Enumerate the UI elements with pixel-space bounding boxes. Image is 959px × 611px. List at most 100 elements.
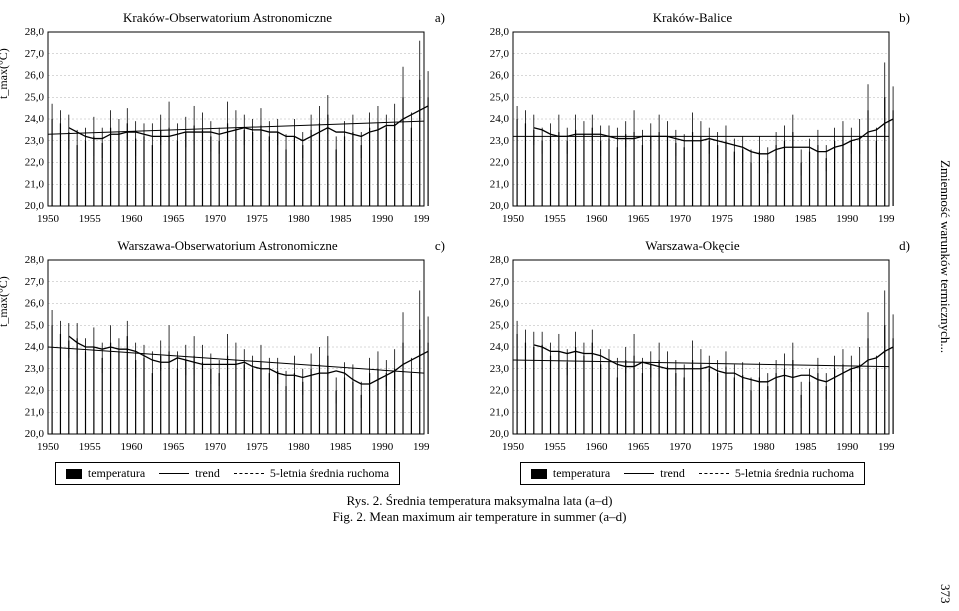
svg-text:1990: 1990 (836, 213, 859, 225)
panel-d: Warszawa-Okęcied)20,021,022,023,024,025,… (475, 238, 910, 456)
chart-b: 20,021,022,023,024,025,026,027,028,01950… (475, 28, 895, 228)
svg-text:1990: 1990 (371, 441, 394, 453)
svg-text:26,0: 26,0 (25, 70, 45, 82)
panel-letter: b) (899, 10, 910, 26)
svg-text:1985: 1985 (329, 213, 352, 225)
svg-text:1990: 1990 (836, 441, 859, 453)
svg-text:1950: 1950 (502, 441, 525, 453)
svg-text:27,0: 27,0 (490, 276, 510, 288)
svg-text:20,0: 20,0 (490, 200, 510, 212)
svg-text:1995: 1995 (413, 441, 430, 453)
panel-title: Kraków-Balice (475, 10, 910, 26)
svg-text:28,0: 28,0 (490, 28, 510, 38)
svg-text:1975: 1975 (246, 441, 269, 453)
svg-text:1950: 1950 (37, 441, 60, 453)
svg-text:28,0: 28,0 (25, 28, 45, 38)
svg-text:1955: 1955 (544, 213, 567, 225)
panel-letter: c) (435, 238, 445, 254)
svg-text:20,0: 20,0 (25, 428, 45, 440)
svg-text:24,0: 24,0 (25, 341, 45, 353)
captions: Rys. 2. Średnia temperatura maksymalna l… (10, 493, 949, 525)
svg-text:1970: 1970 (669, 441, 692, 453)
svg-text:22,0: 22,0 (25, 385, 45, 397)
svg-text:24,0: 24,0 (25, 113, 45, 125)
svg-text:22,0: 22,0 (490, 157, 510, 169)
svg-text:26,0: 26,0 (490, 70, 510, 82)
y-axis-label: t_max(°C) (0, 276, 11, 327)
panel-c: Warszawa-Obserwatorium Astronomicznec)t_… (10, 238, 445, 456)
page-number: 373 (937, 584, 953, 604)
svg-text:26,0: 26,0 (25, 298, 45, 310)
svg-text:1970: 1970 (669, 213, 692, 225)
svg-text:27,0: 27,0 (490, 48, 510, 60)
svg-text:23,0: 23,0 (25, 363, 45, 375)
svg-text:1965: 1965 (627, 441, 650, 453)
svg-text:1995: 1995 (878, 441, 895, 453)
svg-text:21,0: 21,0 (490, 178, 510, 190)
svg-text:28,0: 28,0 (490, 256, 510, 266)
panel-letter: d) (899, 238, 910, 254)
caption-pl: Rys. 2. Średnia temperatura maksymalna l… (10, 493, 949, 509)
svg-text:1995: 1995 (878, 213, 895, 225)
legend-ma5: 5-letnia średnia ruchoma (699, 466, 854, 481)
svg-text:27,0: 27,0 (25, 48, 45, 60)
svg-text:1960: 1960 (121, 213, 144, 225)
svg-text:26,0: 26,0 (490, 298, 510, 310)
svg-text:25,0: 25,0 (490, 319, 510, 331)
svg-text:25,0: 25,0 (25, 319, 45, 331)
chart-d: 20,021,022,023,024,025,026,027,028,01950… (475, 256, 895, 456)
svg-text:1950: 1950 (37, 213, 60, 225)
svg-text:20,0: 20,0 (490, 428, 510, 440)
svg-text:1960: 1960 (586, 441, 609, 453)
svg-text:21,0: 21,0 (25, 178, 45, 190)
legend-left: temperatura trend 5-letnia średnia rucho… (55, 462, 400, 485)
svg-text:1970: 1970 (204, 213, 227, 225)
legend-trend: trend (159, 466, 220, 481)
svg-text:1990: 1990 (371, 213, 394, 225)
svg-text:24,0: 24,0 (490, 113, 510, 125)
svg-text:23,0: 23,0 (490, 363, 510, 375)
panel-title: Kraków-Obserwatorium Astronomiczne (10, 10, 445, 26)
svg-text:1985: 1985 (794, 441, 817, 453)
svg-text:1955: 1955 (79, 213, 102, 225)
caption-en: Fig. 2. Mean maximum air temperature in … (10, 509, 949, 525)
svg-text:1970: 1970 (204, 441, 227, 453)
svg-text:27,0: 27,0 (25, 276, 45, 288)
svg-text:20,0: 20,0 (25, 200, 45, 212)
svg-text:1985: 1985 (794, 213, 817, 225)
panel-b: Kraków-Baliceb) 20,0 21,0 22,0 23,0 24,0 25,0 2… (475, 10, 910, 228)
legend-temperatura: temperatura (66, 466, 145, 481)
chart-a: 20,0 21,0 22,0 23,0 24,0 25,0 26,0 27,0 28,0 1950… (10, 28, 430, 228)
svg-text:21,0: 21,0 (490, 406, 510, 418)
svg-text:25,0: 25,0 (25, 91, 45, 103)
figure-grid: Kraków-Obserwatorium Astronomicznea)t_ma… (10, 10, 910, 456)
svg-text:25,0: 25,0 (490, 91, 510, 103)
svg-text:1985: 1985 (329, 441, 352, 453)
svg-text:28,0: 28,0 (25, 256, 45, 266)
svg-text:21,0: 21,0 (25, 406, 45, 418)
svg-text:1965: 1965 (162, 441, 185, 453)
svg-text:1975: 1975 (711, 213, 734, 225)
svg-text:1965: 1965 (162, 213, 185, 225)
svg-text:23,0: 23,0 (25, 135, 45, 147)
panel-letter: a) (435, 10, 445, 26)
svg-text:22,0: 22,0 (25, 157, 45, 169)
svg-text:23,0: 23,0 (490, 135, 510, 147)
svg-text:1965: 1965 (627, 213, 650, 225)
svg-text:1955: 1955 (544, 441, 567, 453)
svg-text:1980: 1980 (288, 441, 311, 453)
svg-text:1975: 1975 (246, 213, 269, 225)
svg-text:1980: 1980 (753, 213, 776, 225)
panel-title: Warszawa-Obserwatorium Astronomiczne (10, 238, 445, 254)
svg-text:22,0: 22,0 (490, 385, 510, 397)
panel-a: Kraków-Obserwatorium Astronomicznea)t_ma… (10, 10, 445, 228)
panel-title: Warszawa-Okęcie (475, 238, 910, 254)
svg-text:1955: 1955 (79, 441, 102, 453)
svg-text:1960: 1960 (121, 441, 144, 453)
legend-ma5: 5-letnia średnia ruchoma (234, 466, 389, 481)
svg-text:1995: 1995 (413, 213, 430, 225)
svg-text:1980: 1980 (288, 213, 311, 225)
svg-text:1975: 1975 (711, 441, 734, 453)
legend-right: temperatura trend 5-letnia średnia rucho… (520, 462, 865, 485)
chart-c: 20,0 21,0 22,0 23,0 24,0 25,0 26,0 27,0 28,0 1950… (10, 256, 430, 456)
